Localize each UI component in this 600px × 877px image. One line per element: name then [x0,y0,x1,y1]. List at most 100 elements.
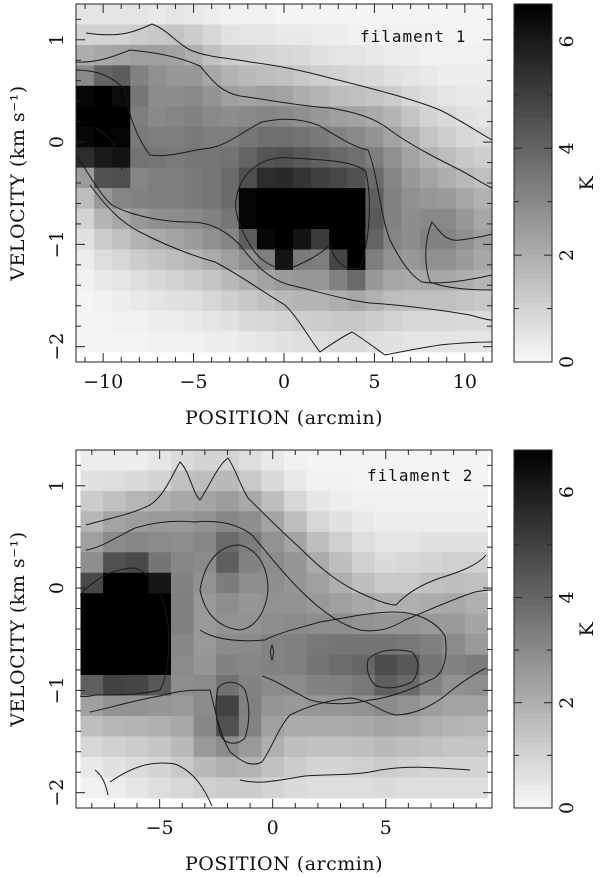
heatmap-cell [238,290,258,312]
heatmap-cell [455,126,475,148]
colorbar-segment [514,742,552,749]
heatmap-cell [455,24,475,46]
heatmap-cell [473,249,493,271]
heatmap-cell [437,24,457,46]
colorbar-segment [514,123,552,130]
heatmap-cell [76,269,95,291]
heatmap-cell [216,490,240,512]
heatmap-cell [166,4,186,26]
heatmap-cell [256,188,276,210]
heatmap-cell [365,290,385,312]
heatmap-cell [148,126,168,148]
heatmap-cell [419,490,443,512]
heatmap-cell [351,675,376,697]
heatmap-cell [261,490,285,512]
heatmap-cell [306,695,330,717]
heatmap-cell [261,572,285,594]
heatmap-cell [347,4,366,26]
heatmap-cell [347,249,366,271]
heatmap-cell [311,188,330,210]
heatmap-cell [442,490,466,512]
heatmap-cell [148,695,172,717]
heatmap-cell [148,675,172,697]
heatmap-cell [351,654,376,676]
heatmap-cell [383,188,403,210]
heatmap-cell [383,24,403,46]
heatmap-cell [473,65,493,87]
heatmap-cell [112,331,131,353]
heatmap-cell [329,188,348,210]
heatmap-cell [256,4,276,26]
heatmap-cell [329,167,348,189]
colorbar-segment [514,344,552,351]
contour-line [215,681,250,744]
heatmap-cell [274,44,294,66]
colorbar-segment [514,212,552,220]
heatmap-cell [148,24,168,46]
heatmap-cell [256,65,276,87]
heatmap-cell [125,470,149,492]
heatmap-cell [184,310,204,332]
heatmap-cell [455,167,475,189]
heatmap-cell [94,147,113,169]
heatmap-cell [401,188,421,210]
heatmap-cell [455,106,475,128]
colorbar-segment [514,796,552,803]
heatmap-cell [306,654,330,676]
heatmap-cell [112,310,131,332]
heatmap-cell [80,634,104,656]
heatmap-cell [311,310,330,332]
heatmap-cell [202,126,222,148]
axes-filament-2: −5 0 5 −2 −1 0 1 [46,450,492,839]
heatmap-cell [238,24,258,46]
heatmap-cell [202,24,222,46]
heatmap-cell [442,613,466,635]
heatmap-cell [397,715,421,737]
heatmap-cell [94,85,113,107]
heatmap-cell [329,756,353,778]
heatmap-cell [284,470,308,492]
heatmap-cell [261,675,285,697]
colorbar-segment [514,772,552,779]
heatmap-cell [401,249,421,271]
heatmap-cell [437,147,457,169]
heatmap-cell [437,85,457,107]
colorbar-segment [514,260,552,268]
heatmap-cell [419,777,443,799]
panel-label: filament 1 [360,27,466,46]
heatmap-cell [184,24,204,46]
heatmap-cell [437,310,457,332]
heatmap-cell [329,552,353,574]
heatmap-cell [347,331,366,353]
heatmap-cell [329,531,353,553]
heatmap-cell [103,511,127,533]
heatmap-cell [76,249,95,271]
heatmap-cell [148,572,172,594]
heatmap-cell [238,4,258,26]
heatmap-cell [170,654,195,676]
heatmap-cell [374,756,398,778]
heatmap-cell [274,24,294,46]
heatmap-cell [80,511,104,533]
heatmap-cell [256,310,276,332]
heatmap-cell [256,106,276,128]
heatmap-cell [329,490,353,512]
heatmap-cell [473,188,493,210]
colorbar-segment [514,9,552,17]
heatmap-cell [306,593,330,615]
heatmap-cell [442,736,466,758]
heatmap-cell [193,490,217,512]
heatmap-cell [202,229,222,251]
heatmap-cell [193,552,217,574]
colorbar-segment [514,284,552,291]
panel-filament-2: −5 0 5−2−101 filament 2 POSITION (arcmin) … [7,449,598,875]
heatmap-cell [419,736,443,758]
heatmap-cell [238,613,262,635]
heatmap-cell [374,715,398,737]
heatmap-cell [401,208,421,230]
heatmap-cell [125,715,149,737]
colorbar-segment [514,581,552,588]
heatmap-cell [347,65,366,87]
heatmap-cell [437,208,457,230]
colorbar-segment [514,45,552,53]
